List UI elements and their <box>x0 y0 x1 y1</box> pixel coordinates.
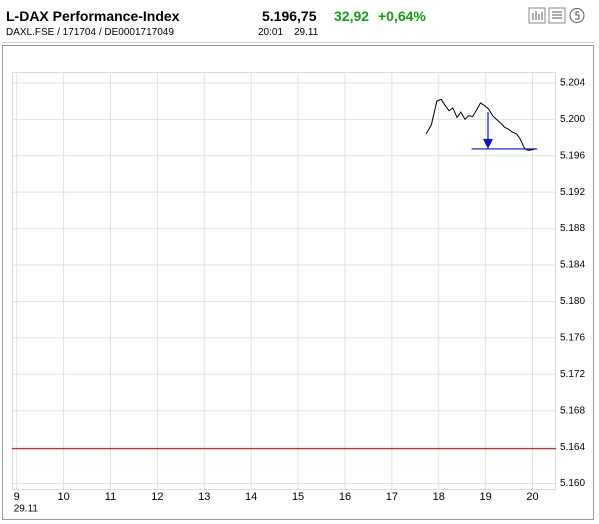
price-line <box>425 98 535 151</box>
x-tick-label: 12 <box>151 491 163 503</box>
chart-icon[interactable] <box>528 7 546 24</box>
y-tick-label: 5.172 <box>560 369 585 380</box>
plot-area <box>12 72 556 490</box>
date: 29.11 <box>294 27 319 38</box>
chart-icon-glyph <box>532 11 543 20</box>
y-tick-label: 5.196 <box>560 150 585 161</box>
y-tick-label: 5.192 <box>560 187 585 198</box>
x-tick-label: 9 <box>14 491 20 503</box>
x-tick-label: 13 <box>198 491 210 503</box>
change-pct: +0,64% <box>378 8 426 24</box>
x-tick-label: 20 <box>526 491 538 503</box>
x-tick-label: 18 <box>433 491 445 503</box>
x-tick-label: 10 <box>57 491 69 503</box>
x-tick-label: 16 <box>339 491 351 503</box>
chart-frame <box>2 45 594 520</box>
y-tick-label: 5.168 <box>560 405 585 416</box>
x-tick-label: 15 <box>292 491 304 503</box>
last-price-arrow-head <box>483 138 493 149</box>
currency-icon-glyph <box>575 11 580 20</box>
x-tick-label: 17 <box>386 491 398 503</box>
price: 5.196,75 <box>262 8 317 24</box>
y-tick-label: 5.204 <box>560 78 585 89</box>
x-tick-label: 11 <box>105 491 116 503</box>
symbol: DAXL.FSE / 171704 / DE0001717049 <box>6 27 174 38</box>
news-icon-glyph <box>552 11 562 19</box>
x-tick-label: 19 <box>480 491 492 503</box>
y-tick-label: 5.160 <box>560 478 585 489</box>
time: 20:01 <box>258 27 284 38</box>
y-tick-label: 5.180 <box>560 296 585 307</box>
x-tick-label: 14 <box>245 491 257 503</box>
x-date-label: 29.11 <box>14 504 39 515</box>
change: 32,92 <box>334 8 370 24</box>
y-tick-label: 5.188 <box>560 223 585 234</box>
toolbar[interactable] <box>528 7 585 24</box>
y-tick-label: 5.164 <box>560 442 585 453</box>
y-tick-label: 5.184 <box>560 260 585 271</box>
y-tick-label: 5.200 <box>560 114 585 125</box>
y-tick-label: 5.176 <box>560 333 585 344</box>
title: L-DAX Performance-Index <box>6 8 180 24</box>
